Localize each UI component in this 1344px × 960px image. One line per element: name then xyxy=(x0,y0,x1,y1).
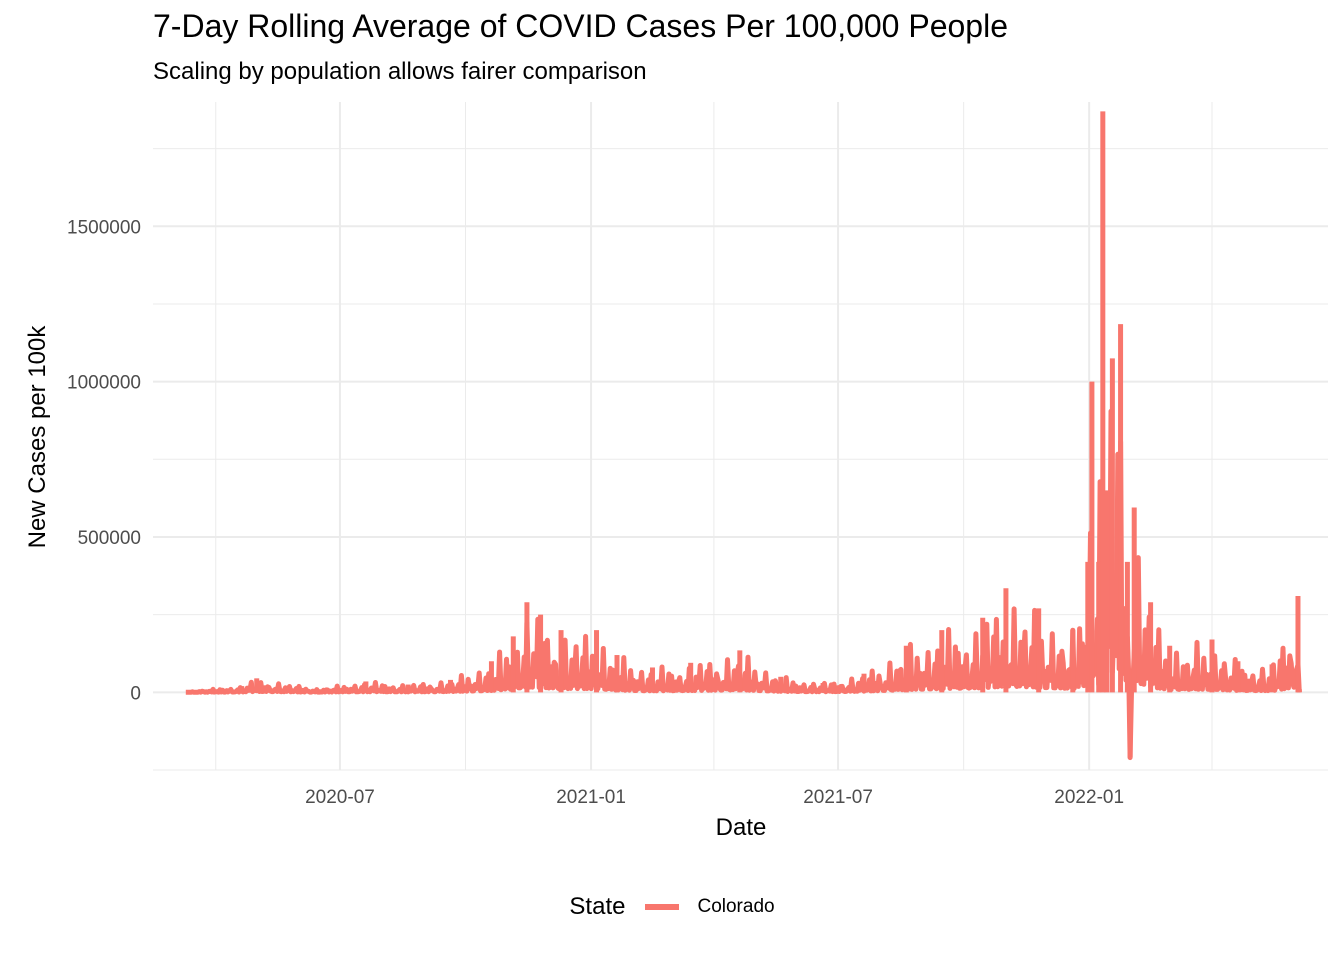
x-tick-label: 2022-01 xyxy=(1054,787,1124,808)
legend-label-colorado: Colorado xyxy=(697,896,775,917)
chart-title: 7-Day Rolling Average of COVID Cases Per… xyxy=(153,8,1008,44)
legend: State Colorado xyxy=(0,893,1344,921)
x-axis-title: Date xyxy=(716,814,767,841)
y-tick-label: 1500000 xyxy=(67,217,141,238)
x-tick-label: 2020-07 xyxy=(305,787,375,808)
legend-title: State xyxy=(569,893,626,920)
y-axis-title: New Cases per 100k xyxy=(24,325,51,549)
series-layer xyxy=(184,111,1302,761)
x-tick-label: 2021-01 xyxy=(556,787,626,808)
y-tick-label: 0 xyxy=(130,683,141,704)
chart-subtitle: Scaling by population allows fairer comp… xyxy=(153,58,647,85)
tick-labels: 0 500000 1000000 1500000 2020-07 2021-01 2021-… xyxy=(67,217,1124,808)
y-tick-label: 500000 xyxy=(78,528,141,549)
x-tick-label: 2021-07 xyxy=(803,787,873,808)
y-tick-label: 1000000 xyxy=(67,373,141,394)
legend-key-colorado xyxy=(645,904,680,910)
